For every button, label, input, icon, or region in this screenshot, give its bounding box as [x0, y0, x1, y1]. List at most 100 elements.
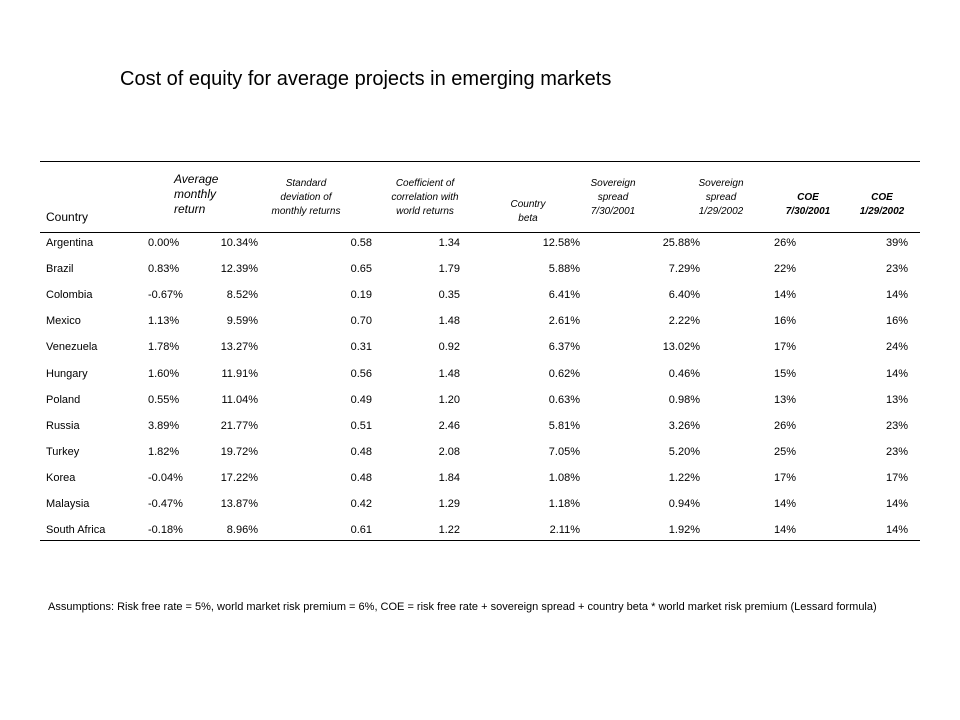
value-cell: 6.41%: [548, 289, 580, 302]
country-cell: Russia: [46, 419, 80, 432]
value-cell: 13.87%: [220, 498, 258, 510]
country-cell: Malaysia: [46, 498, 90, 510]
value-cell: 14%: [773, 524, 796, 537]
value-cell: 7.29%: [668, 263, 700, 276]
value-cell: 1.84: [438, 471, 460, 484]
value-cell: 0.31: [350, 341, 372, 354]
value-cell: 5.88%: [548, 263, 580, 276]
value-cell: 0.55%: [148, 393, 180, 406]
header-line: Sovereign: [698, 178, 744, 189]
header-line: return: [174, 202, 206, 216]
value-cell: 0.94%: [668, 498, 700, 510]
value-cell: 2.22%: [668, 315, 700, 328]
column-header-country: Country: [46, 210, 89, 224]
value-cell: 14%: [773, 498, 796, 510]
value-cell: 14%: [885, 524, 908, 537]
country-cell: Hungary: [46, 367, 88, 380]
value-cell: 1.08%: [548, 471, 580, 484]
value-cell: 12.39%: [220, 263, 258, 276]
column-header-spread-2002: Sovereign spread 1/29/2002: [661, 177, 781, 219]
value-cell: 6.37%: [548, 341, 580, 354]
header-line: beta: [518, 213, 538, 224]
value-cell: 19.72%: [220, 445, 258, 458]
value-cell: 14%: [773, 289, 796, 302]
value-cell: 1.20: [438, 393, 460, 406]
value-cell: 5.20%: [668, 445, 700, 458]
value-cell: 21.77%: [220, 419, 258, 432]
value-cell: 17%: [773, 341, 796, 354]
table-bottom-rule: [40, 540, 920, 541]
column-header-avg-return: Average monthly return: [174, 172, 218, 217]
country-cell: Brazil: [46, 263, 74, 276]
table-top-rule: [40, 161, 920, 162]
header-line: Coefficient of: [395, 178, 455, 189]
value-cell: 0.98%: [668, 393, 700, 406]
value-cell: -0.18%: [148, 524, 183, 537]
value-cell: 16%: [885, 315, 908, 328]
value-cell: 7.05%: [548, 445, 580, 458]
column-header-correlation: Coefficient of correlation with world retu…: [365, 177, 485, 219]
value-cell: -0.04%: [148, 471, 183, 484]
value-cell: 17%: [885, 471, 908, 484]
value-cell: 11.91%: [221, 367, 259, 380]
value-cell: 0.42: [350, 498, 372, 510]
country-cell: Argentina: [46, 237, 94, 249]
value-cell: 1.29: [438, 498, 460, 510]
value-cell: 26%: [773, 419, 796, 432]
value-cell: 5.81%: [548, 419, 580, 432]
header-line: Average: [174, 172, 219, 186]
value-cell: 0.35: [438, 289, 460, 302]
header-line: COE: [871, 192, 893, 203]
value-cell: 0.49: [350, 393, 372, 406]
value-cell: 8.52%: [226, 289, 258, 302]
value-cell: 13%: [773, 393, 796, 406]
value-cell: 11.04%: [221, 393, 259, 406]
value-cell: 1.78%: [148, 341, 180, 354]
value-cell: 2.08: [438, 445, 460, 458]
value-cell: 0.19: [350, 289, 372, 302]
value-cell: 1.48: [438, 315, 460, 328]
value-cell: 1.13%: [148, 315, 180, 328]
country-cell: Turkey: [46, 445, 80, 458]
header-line: spread: [705, 192, 737, 203]
header-line: deviation of: [280, 192, 332, 203]
value-cell: 26%: [773, 237, 796, 249]
value-cell: 1.22: [438, 524, 460, 537]
value-cell: 1.18%: [548, 498, 580, 510]
value-cell: 15%: [773, 367, 796, 380]
value-cell: 25.88%: [662, 237, 700, 249]
header-line: 1/29/2002: [859, 206, 905, 217]
value-cell: -0.67%: [148, 289, 183, 302]
value-cell: 0.92: [438, 341, 460, 354]
header-line: Country: [510, 199, 546, 210]
header-line: monthly: [174, 187, 217, 201]
value-cell: 0.46%: [668, 367, 700, 380]
header-line: spread: [597, 192, 629, 203]
value-cell: 0.56: [350, 367, 372, 380]
value-cell: 0.51: [350, 419, 372, 432]
value-cell: 14%: [885, 367, 908, 380]
value-cell: 9.59%: [226, 315, 258, 328]
page-title: Cost of equity for average projects in e…: [120, 68, 612, 90]
header-line: 1/29/2002: [698, 206, 744, 217]
value-cell: 0.83%: [148, 263, 180, 276]
value-cell: 14%: [885, 289, 908, 302]
value-cell: 23%: [885, 263, 908, 276]
column-header-coe-2002: COE 1/29/2002: [822, 191, 942, 219]
header-line: monthly returns: [271, 206, 341, 217]
value-cell: 13.27%: [220, 341, 258, 354]
value-cell: 0.63%: [548, 393, 580, 406]
value-cell: 1.60%: [148, 367, 180, 380]
value-cell: 0.61: [350, 524, 372, 537]
value-cell: 39%: [885, 237, 908, 249]
header-line: 7/30/2001: [590, 206, 636, 217]
header-line: Standard: [285, 178, 327, 189]
value-cell: 3.26%: [668, 419, 700, 432]
value-cell: 1.92%: [668, 524, 700, 537]
header-line: 7/30/2001: [785, 206, 831, 217]
country-cell: Korea: [46, 471, 76, 484]
value-cell: -0.47%: [148, 498, 183, 510]
value-cell: 12.58%: [542, 237, 580, 249]
value-cell: 8.96%: [226, 524, 258, 537]
value-cell: 2.46: [438, 419, 460, 432]
